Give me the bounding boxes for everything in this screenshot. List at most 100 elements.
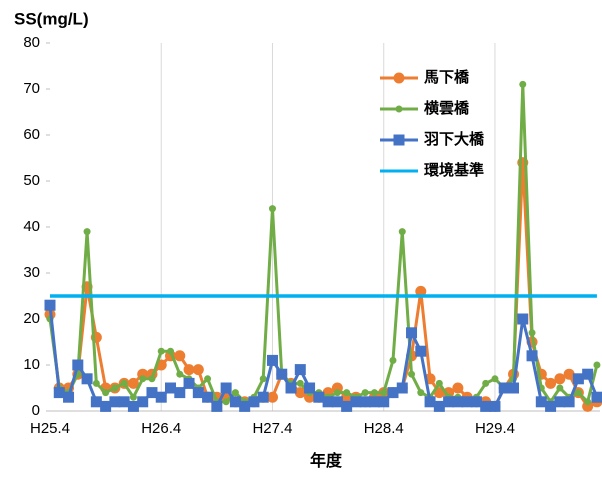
point xyxy=(63,391,75,403)
point xyxy=(470,396,482,408)
point xyxy=(584,398,592,406)
point xyxy=(528,329,536,337)
point xyxy=(535,396,547,408)
point xyxy=(424,396,436,408)
point xyxy=(378,396,390,408)
point xyxy=(257,391,269,403)
point xyxy=(554,396,566,408)
point xyxy=(415,285,427,297)
point xyxy=(148,375,156,383)
point xyxy=(370,389,378,397)
legend-label: 馬下橋 xyxy=(424,68,470,86)
point xyxy=(556,384,564,392)
point xyxy=(72,359,84,371)
legend-label: 環境基準 xyxy=(424,161,484,179)
y-tick-label: 40 xyxy=(23,218,40,235)
point xyxy=(361,389,369,397)
point xyxy=(396,382,408,394)
point xyxy=(498,382,510,394)
point xyxy=(127,377,139,389)
point xyxy=(350,396,362,408)
point xyxy=(100,400,112,412)
point xyxy=(176,370,184,378)
point xyxy=(489,400,501,412)
point xyxy=(563,396,575,408)
point xyxy=(81,373,93,385)
point xyxy=(341,400,353,412)
point xyxy=(461,396,473,408)
x-axis-title: 年度 xyxy=(310,451,343,470)
point xyxy=(452,396,464,408)
legend-label: 羽下大橋 xyxy=(424,130,485,148)
point xyxy=(452,382,464,394)
x-tick-label: H29.4 xyxy=(475,420,515,437)
point xyxy=(480,400,492,412)
point xyxy=(417,389,425,397)
legend-marker xyxy=(395,105,403,113)
point xyxy=(165,382,177,394)
point xyxy=(259,375,267,383)
y-tick-label: 10 xyxy=(23,356,40,373)
point xyxy=(517,313,529,325)
point xyxy=(415,345,427,357)
point xyxy=(229,396,241,408)
x-tick-label: H25.4 xyxy=(30,420,70,437)
point xyxy=(276,368,288,380)
point xyxy=(118,396,130,408)
y-tick-label: 0 xyxy=(32,402,40,419)
y-tick-label: 60 xyxy=(23,126,40,143)
series-line xyxy=(48,84,599,405)
point xyxy=(231,389,239,397)
y-tick-label: 50 xyxy=(23,172,40,189)
point xyxy=(220,382,232,394)
point xyxy=(266,391,278,403)
point xyxy=(443,396,455,408)
point xyxy=(563,368,575,380)
point xyxy=(359,396,371,408)
point xyxy=(343,389,351,397)
x-tick-label: H27.4 xyxy=(252,420,292,437)
point xyxy=(508,382,519,394)
point xyxy=(211,400,223,412)
point xyxy=(174,387,186,399)
point xyxy=(174,350,186,362)
point xyxy=(322,396,334,408)
point xyxy=(183,377,195,389)
point xyxy=(294,364,306,376)
point xyxy=(120,379,128,387)
point xyxy=(44,299,56,311)
y-tick-label: 20 xyxy=(23,310,40,327)
point xyxy=(102,389,110,397)
x-tick-label: H28.4 xyxy=(364,420,404,437)
x-tick-label: H26.4 xyxy=(141,420,181,437)
point xyxy=(574,389,582,397)
legend-label: 横雲橋 xyxy=(424,99,470,117)
point xyxy=(582,368,594,380)
point xyxy=(157,347,165,355)
point xyxy=(92,379,100,387)
point xyxy=(545,377,557,389)
point xyxy=(593,361,601,369)
point xyxy=(285,382,297,394)
y-tick-label: 80 xyxy=(23,34,40,51)
point xyxy=(572,373,584,385)
y-axis-title: SS(mg/L) xyxy=(14,9,89,28)
point xyxy=(368,396,380,408)
point xyxy=(406,327,418,339)
point xyxy=(304,382,316,394)
point xyxy=(433,400,445,412)
point xyxy=(296,379,304,387)
point xyxy=(526,350,538,362)
point xyxy=(222,398,230,406)
point xyxy=(266,354,278,366)
point xyxy=(109,396,121,408)
point xyxy=(83,228,91,236)
legend-marker xyxy=(393,72,405,84)
point xyxy=(333,389,341,397)
point xyxy=(53,387,65,399)
point xyxy=(167,347,175,355)
point xyxy=(146,387,158,399)
point xyxy=(127,400,139,412)
point xyxy=(90,396,102,408)
